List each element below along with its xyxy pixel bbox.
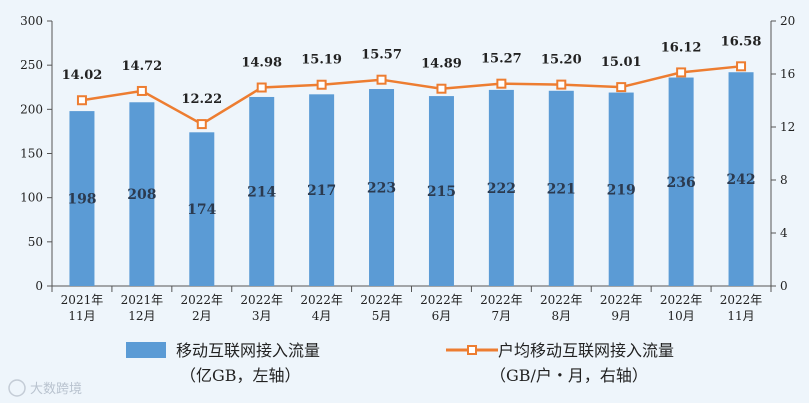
line-data-label: 15.27	[481, 52, 522, 67]
line-marker	[676, 67, 687, 78]
line-data-label: 14.89	[421, 57, 462, 72]
line-marker	[196, 119, 207, 130]
y-left-tick-label: 200	[20, 102, 43, 116]
x-tick-label: 2022年 5月	[360, 293, 403, 323]
line-data-label: 14.72	[122, 59, 163, 74]
x-tick-label: 2022年 11月	[720, 293, 763, 323]
y-left-tick-label: 150	[20, 147, 43, 161]
watermark-logo-icon	[8, 379, 26, 397]
data-labels: 198 208 174 214 217 223 215 222 221 219 236 242 14.0…	[62, 34, 762, 218]
y-right-tick-label: 0	[780, 279, 788, 293]
bar-data-label: 242	[726, 172, 755, 188]
x-tick-label: 2021年 12月	[121, 293, 164, 323]
line-series	[76, 61, 747, 130]
line-data-label: 14.02	[62, 68, 103, 83]
bar	[249, 96, 275, 286]
bar-data-label: 208	[127, 187, 156, 203]
bar-data-label: 215	[427, 184, 456, 200]
x-tick-label: 2022年 9月	[600, 293, 643, 323]
legend: 移动互联网接入流量 （亿GB，左轴） 户均移动互联网接入流量 （GB/户・月，右…	[126, 341, 674, 385]
legend-bar-unit: （亿GB，左轴）	[180, 366, 301, 385]
bar	[548, 90, 574, 287]
line-data-label: 14.98	[241, 56, 282, 71]
bar	[369, 89, 395, 287]
y-right-tick-label: 16	[780, 67, 795, 81]
line-marker	[616, 82, 627, 93]
line-marker	[556, 79, 567, 90]
bar-data-label: 198	[67, 192, 96, 208]
x-tick-label: 2022年 8月	[540, 293, 583, 323]
line-marker	[316, 79, 327, 90]
line-marker	[496, 78, 507, 89]
line-data-label: 15.19	[301, 53, 342, 68]
line-data-label: 16.58	[721, 34, 762, 49]
line-data-label: 12.22	[181, 92, 222, 107]
bar	[428, 96, 454, 286]
line-marker	[136, 85, 147, 96]
bar	[668, 77, 694, 287]
watermark-text: 大数跨境	[30, 382, 82, 397]
y-right-tick-label: 4	[780, 226, 788, 240]
x-tick-label: 2022年 6月	[420, 293, 463, 323]
bar-data-label: 214	[247, 184, 276, 200]
bar	[608, 92, 634, 286]
x-tick-label: 2022年 10月	[660, 293, 703, 323]
line-marker	[376, 74, 387, 85]
y-right-tick-label: 12	[780, 120, 795, 134]
legend-bar-swatch	[126, 342, 166, 358]
x-tick-label: 2022年 4月	[300, 293, 343, 323]
legend-line-unit: （GB/户・月，右轴）	[490, 366, 648, 385]
y-left-tick-label: 100	[20, 191, 43, 205]
x-tick-label: 2021年 11月	[61, 293, 104, 323]
line-data-label: 15.20	[541, 53, 582, 68]
bar	[129, 102, 155, 287]
line-marker	[256, 82, 267, 93]
bar-series	[69, 72, 754, 287]
bar	[69, 111, 95, 286]
chart-axes: 0 50 100 150 200 250 300 0 4 8 12 16 20 2021年 11月 2021年…	[20, 14, 795, 323]
legend-line-marker	[467, 345, 477, 355]
y-left-tick-label: 0	[35, 279, 43, 293]
x-tick-label: 2022年 2月	[181, 293, 224, 323]
x-tick-label: 2022年 7月	[480, 293, 523, 323]
line-marker	[76, 95, 87, 106]
line-marker	[436, 83, 447, 94]
bar	[309, 94, 335, 286]
y-left-tick-label: 50	[28, 235, 43, 249]
y-left-tick-label: 300	[20, 14, 43, 28]
bar-data-label: 223	[367, 181, 396, 197]
bar	[189, 132, 215, 286]
y-right-tick-label: 20	[780, 14, 795, 28]
bar	[488, 89, 514, 287]
bar	[728, 72, 754, 286]
legend-bar-name: 移动互联网接入流量	[176, 341, 320, 360]
bar-data-label: 222	[487, 181, 516, 197]
watermark: 大数跨境	[8, 379, 82, 397]
line-marker	[736, 61, 747, 72]
legend-line-name: 户均移动互联网接入流量	[498, 341, 674, 360]
bar-data-label: 217	[307, 183, 336, 199]
bar-data-label: 236	[667, 175, 696, 191]
y-left-tick-label: 250	[20, 58, 43, 72]
line-data-label: 16.12	[661, 40, 702, 55]
bar-data-label: 174	[187, 202, 216, 218]
series-line	[81, 65, 742, 126]
y-right-tick-label: 8	[780, 173, 788, 187]
line-data-label: 15.57	[361, 48, 402, 63]
line-data-label: 15.01	[601, 55, 642, 70]
bar-data-label: 219	[607, 182, 636, 198]
bar-data-label: 221	[547, 181, 576, 197]
x-tick-label: 2022年 3月	[240, 293, 283, 323]
